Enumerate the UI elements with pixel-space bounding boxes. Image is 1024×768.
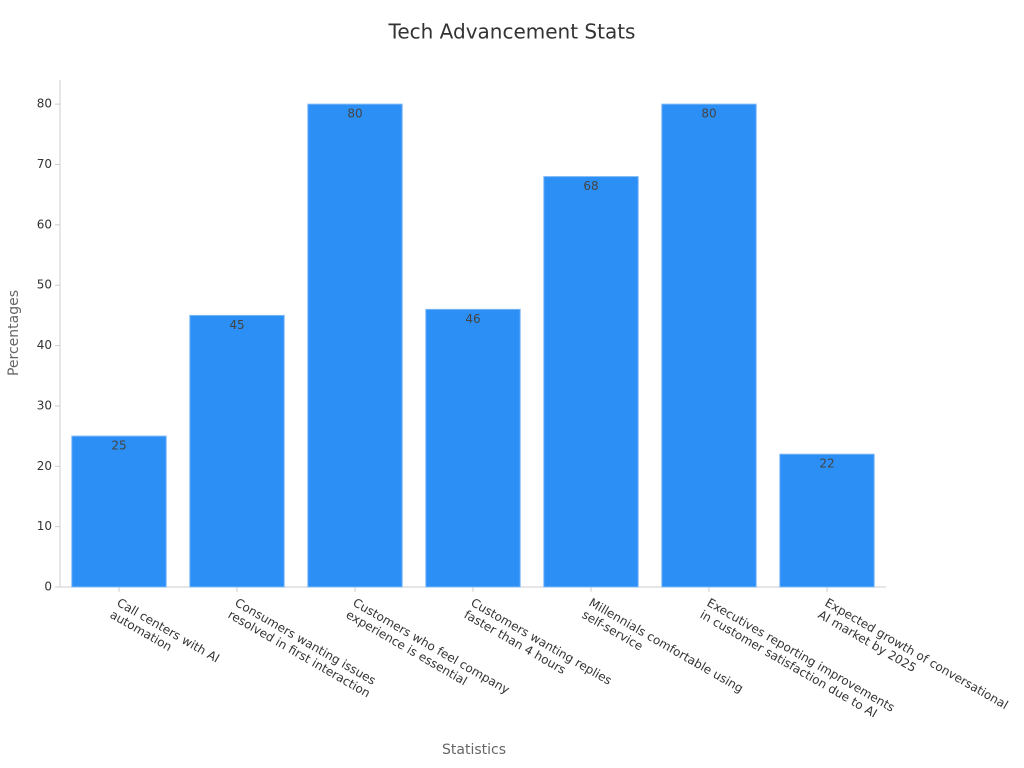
x-axis-label: Statistics <box>442 742 506 758</box>
value-label: 22 <box>819 457 834 471</box>
value-label: 68 <box>583 179 598 193</box>
y-tick-label: 30 <box>37 398 52 412</box>
value-label: 25 <box>111 439 126 453</box>
y-tick-label: 40 <box>37 338 52 352</box>
x-tick-label: Call centers with AIautomation <box>108 595 222 677</box>
y-tick-label: 0 <box>44 580 52 594</box>
y-tick-label: 10 <box>37 519 52 533</box>
bar <box>543 176 639 588</box>
x-tick-label: Executives reporting improvementsin cust… <box>698 595 897 726</box>
bar <box>71 435 167 588</box>
x-tick-label: Expected growth of conversationalAI mark… <box>816 595 1011 724</box>
y-tick-label: 20 <box>37 459 52 473</box>
value-label: 45 <box>229 318 244 332</box>
bar <box>661 103 757 588</box>
bar <box>779 453 875 588</box>
y-tick-label: 60 <box>37 217 52 231</box>
bar <box>425 308 521 588</box>
value-label: 80 <box>701 107 716 121</box>
y-axis-label: Percentages <box>6 290 22 376</box>
bar <box>307 103 403 588</box>
chart-title: Tech Advancement Stats <box>388 20 636 44</box>
value-label: 80 <box>347 107 362 121</box>
value-label: 46 <box>465 312 480 326</box>
bar <box>189 314 285 588</box>
y-tick-label: 50 <box>37 278 52 292</box>
y-tick-label: 80 <box>37 97 52 111</box>
y-tick-label: 70 <box>37 157 52 171</box>
